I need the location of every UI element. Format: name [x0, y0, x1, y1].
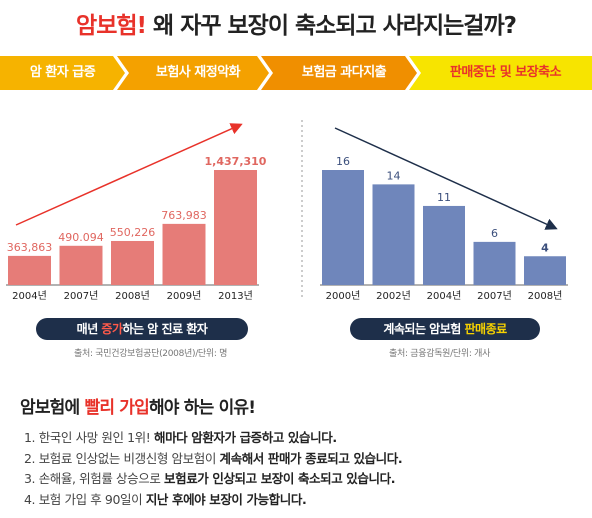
- flow-step-4: 판매중단 및 보장축소: [409, 56, 592, 90]
- bar-data-label: 1,437,310: [205, 155, 267, 168]
- headline: 암보험! 왜 자꾸 보장이 축소되고 사라지는걸까?: [0, 6, 592, 40]
- x-tick-label: 2004년: [12, 290, 47, 302]
- chart-bar: [473, 241, 516, 285]
- caption-left: 매년 증가하는 암 진료 환자: [36, 318, 248, 340]
- x-tick-label: 2000년: [326, 290, 361, 302]
- headline-text: 왜 자꾸 보장이 축소되고 사라지는걸까?: [146, 13, 517, 39]
- reasons-title-highlight: 빨리 가입: [84, 398, 149, 418]
- bar-data-label: 763,983: [161, 209, 207, 222]
- caption-left-pre: 매년: [76, 322, 102, 336]
- reason-plain: 2. 보험료 인상없는 비갱신형 암보험이: [24, 450, 220, 466]
- x-tick-label: 2002년: [376, 290, 411, 302]
- chart-bar: [372, 184, 415, 285]
- x-tick-label: 2004년: [427, 290, 462, 302]
- reason-item: 3. 손해율, 위험률 상승으로 보험료가 인상되고 보장이 축소되고 있습니다…: [24, 469, 402, 490]
- reason-bold: 계속해서 판매가 종료되고 있습니다.: [219, 450, 403, 466]
- bar-data-label: 550,226: [110, 226, 156, 239]
- caption-left-highlight: 증가: [101, 322, 123, 336]
- reasons-title: 암보험에 빨리 가입해야 하는 이유!: [20, 393, 256, 418]
- chart-bar: [322, 170, 364, 285]
- reason-bold: 보험료가 인상되고 보장이 축소되고 있습니다.: [164, 471, 396, 486]
- trend-arrow: [334, 127, 558, 230]
- x-tick-label: 2007년: [477, 290, 512, 302]
- bar-data-label: 4: [541, 241, 549, 254]
- chart-bar: [111, 240, 154, 285]
- cause-flow: 암 환자 급증 보험사 재정악화 보험금 과다지출 판매중단 및 보장축소: [0, 56, 592, 90]
- x-tick-label: 2013년: [218, 290, 253, 302]
- chart-bar: [8, 255, 51, 285]
- reasons-title-post: 해야 하는 이유!: [148, 398, 256, 418]
- source-left: 출처: 국민건강보험공단(2008년)/단위: 명: [74, 349, 228, 359]
- caption-right-highlight: 판매종료: [464, 322, 507, 336]
- chart-bar: [524, 256, 566, 285]
- source-right: 출처: 금융감독원/단위: 개사: [389, 349, 491, 359]
- bar-data-label: 363,863: [7, 241, 53, 254]
- x-tick-label: 2009년: [167, 290, 202, 302]
- caption-right-pre: 계속되는 암보험: [383, 322, 465, 336]
- bar-data-label: 16: [336, 155, 350, 168]
- reason-item: 4. 보험 가입 후 90일이 지난 후에야 보장이 가능합니다.: [24, 490, 402, 511]
- flow-step-2: 보험사 재정악화: [117, 56, 269, 90]
- bar-data-label: 6: [491, 227, 498, 240]
- x-tick-label: 2007년: [64, 290, 99, 302]
- reason-plain: 1. 한국인 사망 원인 1위!: [24, 430, 154, 445]
- bar-data-label: 490.094: [58, 231, 104, 244]
- flow-step-3: 보험금 과다지출: [261, 56, 417, 90]
- reason-item: 2. 보험료 인상없는 비갱신형 암보험이 계속해서 판매가 종료되고 있습니다…: [24, 449, 403, 470]
- chart-cancer-patients: 363,863 2004년 490.094 2007년 550,226 2008년 763,…: [6, 123, 267, 302]
- chart-insurers-count: 16 2000년 14 2002년 11 2004년 6 2007년 4 2008년: [320, 127, 568, 302]
- reason-item: 1. 한국인 사망 원인 1위! 해마다 암환자가 급증하고 있습니다.: [24, 428, 402, 449]
- x-tick-label: 2008년: [528, 290, 563, 302]
- bar-data-label: 14: [387, 169, 401, 182]
- flow-step-1: 암 환자 급증: [0, 56, 125, 90]
- chart-bar: [162, 223, 206, 285]
- chart-bar: [59, 245, 103, 285]
- caption-right: 계속되는 암보험 판매종료: [350, 318, 540, 340]
- headline-highlight: 암보험!: [76, 13, 147, 39]
- reason-bold: 해마다 암환자가 급증하고 있습니다.: [153, 430, 337, 445]
- bar-data-label: 11: [437, 191, 451, 204]
- reason-plain: 4. 보험 가입 후 90일이: [24, 491, 146, 507]
- reasons-list: 1. 한국인 사망 원인 1위! 해마다 암환자가 급증하고 있습니다. 2. …: [24, 428, 403, 511]
- trend-arrow: [15, 123, 243, 226]
- x-tick-label: 2008년: [115, 290, 150, 302]
- reason-bold: 지난 후에야 보장이 가능합니다.: [145, 491, 307, 507]
- chart-bar: [214, 170, 257, 285]
- reasons-title-pre: 암보험에: [20, 398, 85, 418]
- reason-plain: 3. 손해율, 위험률 상승으로: [24, 471, 164, 486]
- charts: 363,863 2004년 490.094 2007년 550,226 2008년 763,…: [6, 120, 568, 302]
- caption-left-post: 하는 암 진료 환자: [122, 322, 208, 336]
- chart-bar: [423, 205, 465, 285]
